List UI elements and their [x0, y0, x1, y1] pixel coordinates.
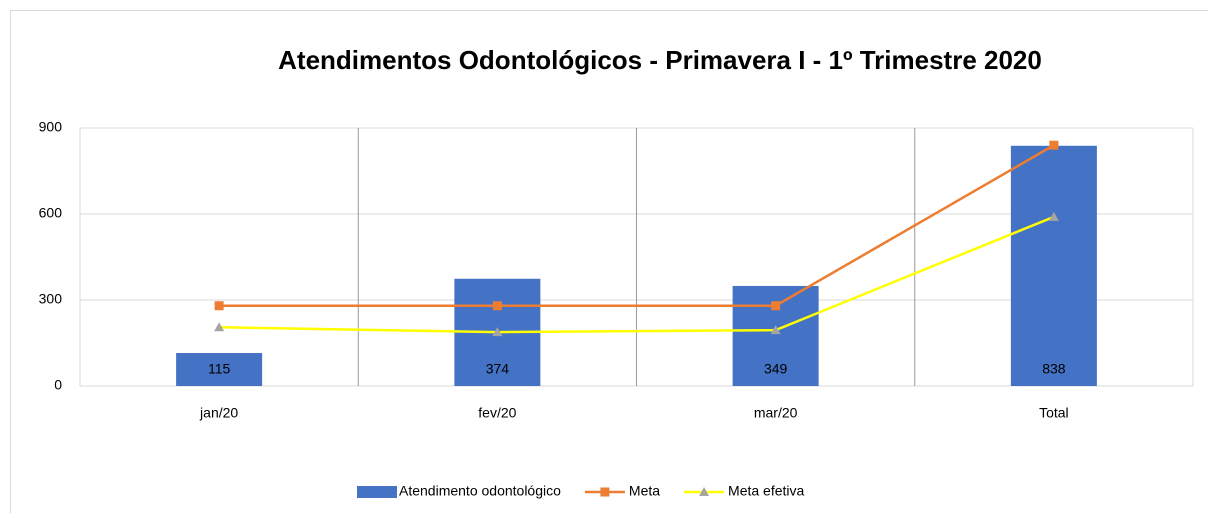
line-marker — [215, 301, 224, 310]
data-label: 838 — [1042, 361, 1066, 377]
x-tick-label: Total — [1039, 405, 1069, 421]
line-marker — [771, 301, 780, 310]
y-tick-label: 300 — [39, 291, 63, 307]
legend-label: Meta efetiva — [728, 483, 804, 499]
data-label: 349 — [764, 361, 788, 377]
line-marker — [1049, 141, 1058, 150]
x-tick-label: fev/20 — [478, 405, 516, 421]
legend-label: Atendimento odontológico — [399, 483, 561, 499]
data-label: 374 — [486, 361, 510, 377]
y-tick-label: 0 — [54, 377, 62, 393]
y-tick-label: 900 — [39, 119, 63, 135]
y-tick-label: 600 — [39, 205, 63, 221]
legend-label: Meta — [629, 483, 660, 499]
legend-marker — [600, 488, 609, 497]
x-tick-label: mar/20 — [754, 405, 798, 421]
x-tick-label: jan/20 — [199, 405, 238, 421]
line-marker — [493, 301, 502, 310]
data-label: 115 — [208, 361, 231, 377]
bar — [1011, 146, 1097, 386]
chart-title: Atendimentos Odontológicos - Primavera I… — [278, 45, 1042, 75]
legend-swatch — [357, 486, 397, 498]
